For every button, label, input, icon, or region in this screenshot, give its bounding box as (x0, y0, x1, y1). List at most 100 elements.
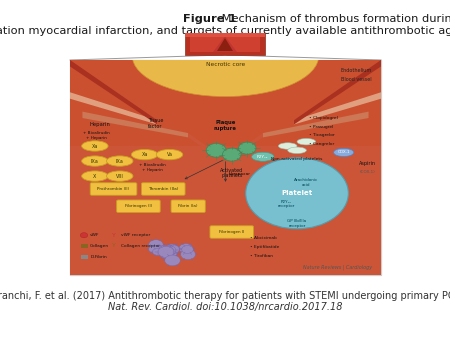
Polygon shape (294, 60, 381, 124)
Text: Tissue
factor: Tissue factor (148, 118, 163, 129)
Text: • Eptifibatide: • Eptifibatide (250, 245, 280, 249)
Circle shape (80, 233, 88, 238)
Polygon shape (294, 92, 381, 124)
Circle shape (238, 142, 256, 154)
Polygon shape (217, 38, 233, 51)
Circle shape (148, 245, 160, 253)
Text: Vorapaxar: Vorapaxar (229, 172, 251, 176)
Text: IXa: IXa (91, 159, 99, 164)
Text: • Abciximab: • Abciximab (250, 237, 277, 240)
FancyBboxPatch shape (142, 183, 185, 195)
Text: • Tirofiban: • Tirofiban (250, 254, 274, 258)
Text: Platelet: Platelet (281, 190, 313, 196)
Text: Mechanism of thrombus formation during ST-segment: Mechanism of thrombus formation during S… (218, 14, 450, 24)
Ellipse shape (156, 149, 183, 160)
Text: X: X (93, 174, 97, 178)
Ellipse shape (279, 143, 297, 149)
Bar (70, 60, 381, 275)
Text: Collagen: Collagen (90, 244, 109, 248)
Circle shape (153, 248, 163, 256)
Text: (COX-1): (COX-1) (359, 170, 375, 174)
Text: • Cangrelor: • Cangrelor (310, 142, 335, 146)
Text: Figure 1: Figure 1 (183, 14, 236, 24)
Circle shape (206, 143, 226, 157)
Bar (81, 244, 88, 248)
Text: Arachidonic
acid: Arachidonic acid (294, 178, 319, 187)
Circle shape (158, 245, 171, 255)
Text: Y: Y (112, 233, 116, 238)
Ellipse shape (81, 171, 108, 181)
Text: Fibrin (Ia): Fibrin (Ia) (179, 204, 198, 208)
Text: Plaque
rupture: Plaque rupture (214, 120, 237, 131)
Text: Blood vessel: Blood vessel (341, 77, 372, 82)
Text: Fibrinogen (I): Fibrinogen (I) (125, 204, 152, 208)
Text: COX-1: COX-1 (338, 150, 350, 154)
Polygon shape (82, 112, 188, 138)
Circle shape (162, 248, 172, 256)
Text: • Prasugrel: • Prasugrel (310, 125, 334, 129)
Text: GP IIb/IIIa
receptor: GP IIb/IIIa receptor (288, 219, 306, 228)
Text: Thrombin (IIa): Thrombin (IIa) (148, 187, 179, 191)
Ellipse shape (132, 15, 319, 97)
Ellipse shape (288, 147, 306, 153)
Text: Nature Reviews | Cardiology: Nature Reviews | Cardiology (302, 265, 372, 270)
Ellipse shape (297, 139, 316, 145)
FancyBboxPatch shape (90, 183, 137, 195)
Text: P2Y₁₂: P2Y₁₂ (257, 155, 269, 159)
Circle shape (167, 245, 180, 254)
Polygon shape (263, 112, 369, 138)
Polygon shape (188, 133, 263, 163)
Text: Nat. Rev. Cardiol. doi:10.1038/nrcardio.2017.18: Nat. Rev. Cardiol. doi:10.1038/nrcardio.… (108, 302, 342, 312)
Circle shape (162, 245, 176, 256)
Circle shape (148, 240, 163, 250)
Bar (185, 33, 265, 37)
Circle shape (222, 148, 241, 161)
Circle shape (158, 246, 174, 258)
Circle shape (246, 158, 348, 229)
Text: Collagen receptor: Collagen receptor (122, 244, 160, 248)
Text: Prothrombin (II): Prothrombin (II) (98, 187, 130, 191)
Polygon shape (70, 60, 157, 124)
Circle shape (166, 249, 177, 257)
Circle shape (162, 249, 172, 256)
FancyBboxPatch shape (171, 200, 205, 213)
Ellipse shape (81, 156, 108, 166)
Circle shape (180, 249, 196, 260)
Text: elevation myocardial infarction, and targets of currently available antithrombot: elevation myocardial infarction, and tar… (0, 26, 450, 36)
Text: • Ticagrelor: • Ticagrelor (310, 133, 335, 137)
Circle shape (160, 249, 173, 259)
Circle shape (182, 245, 193, 254)
Ellipse shape (333, 148, 354, 156)
Text: Y: Y (112, 243, 116, 248)
Polygon shape (190, 36, 260, 52)
Text: vWF receptor: vWF receptor (122, 233, 151, 237)
Ellipse shape (252, 152, 274, 161)
Bar (70, 60, 381, 275)
Polygon shape (213, 36, 237, 52)
Bar (70, 60, 381, 146)
Text: IXa: IXa (116, 159, 124, 164)
Text: Xa: Xa (92, 144, 98, 148)
Circle shape (166, 244, 179, 253)
Circle shape (162, 246, 177, 257)
FancyBboxPatch shape (210, 226, 253, 238)
Text: + Bivalirudin
+ Heparin: + Bivalirudin + Heparin (83, 131, 110, 140)
Polygon shape (185, 33, 265, 55)
Text: Necrotic core: Necrotic core (206, 62, 245, 67)
Ellipse shape (131, 149, 158, 160)
Circle shape (165, 255, 180, 266)
Text: D-Fibrin: D-Fibrin (90, 255, 107, 259)
Text: Va: Va (166, 152, 172, 157)
Text: Aspirin: Aspirin (359, 161, 375, 166)
Text: Non-activated platelets: Non-activated platelets (271, 157, 323, 161)
Text: P2Y₁₂
receptor: P2Y₁₂ receptor (278, 200, 295, 208)
Text: Xa: Xa (141, 152, 148, 157)
Text: + Bivalirudin
+ Heparin: + Bivalirudin + Heparin (139, 163, 166, 172)
Text: Activated
platelets: Activated platelets (220, 168, 243, 178)
FancyBboxPatch shape (117, 200, 160, 213)
Bar (81, 255, 88, 259)
Circle shape (161, 246, 174, 256)
Ellipse shape (81, 141, 108, 151)
Text: vWF: vWF (90, 233, 100, 237)
Ellipse shape (107, 156, 133, 166)
